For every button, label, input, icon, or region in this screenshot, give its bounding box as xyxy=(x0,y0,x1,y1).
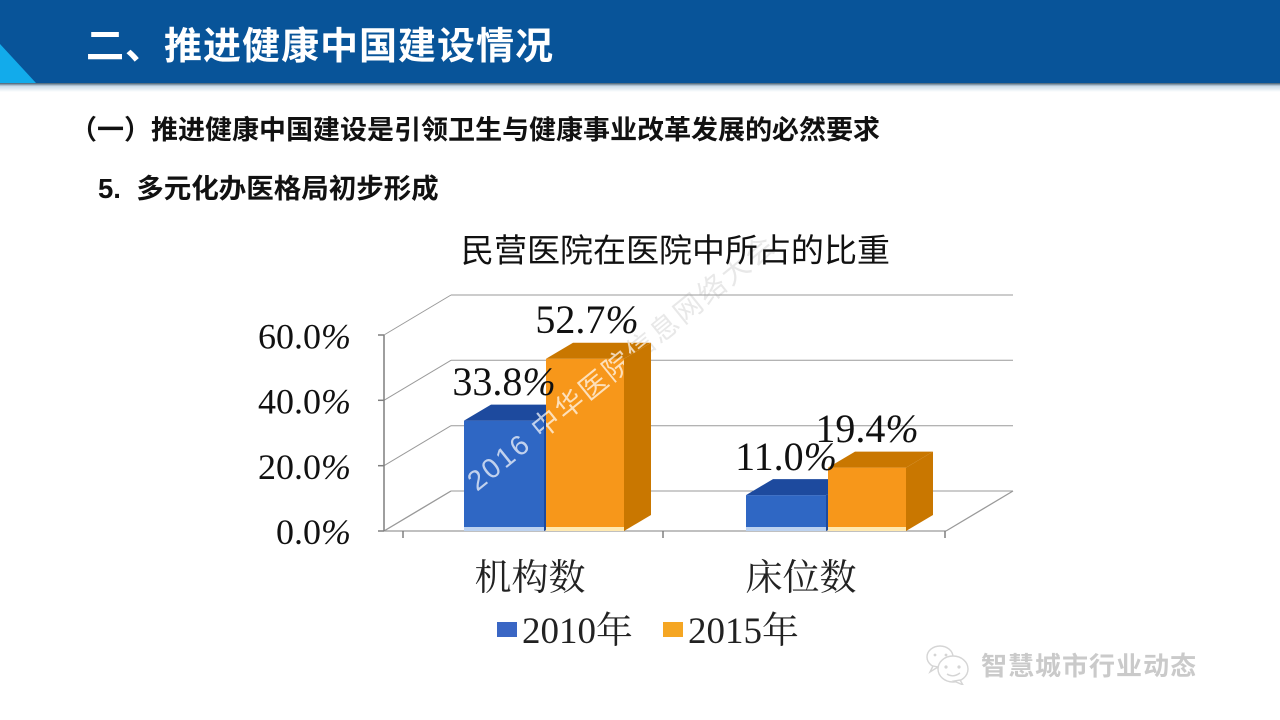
svg-text:33.8%: 33.8% xyxy=(452,359,555,404)
svg-text:40.0%: 40.0% xyxy=(258,382,351,422)
svg-text:床位数: 床位数 xyxy=(746,558,857,599)
svg-text:60.0%: 60.0% xyxy=(258,317,351,357)
svg-text:0.0%: 0.0% xyxy=(276,512,351,552)
svg-text:机构数: 机构数 xyxy=(475,558,586,599)
svg-text:20.0%: 20.0% xyxy=(258,447,351,487)
svg-text:19.4%: 19.4% xyxy=(815,406,918,451)
svg-text:2010年: 2010年 xyxy=(522,611,633,652)
svg-text:2015年: 2015年 xyxy=(688,611,799,652)
svg-text:52.7%: 52.7% xyxy=(535,297,638,342)
